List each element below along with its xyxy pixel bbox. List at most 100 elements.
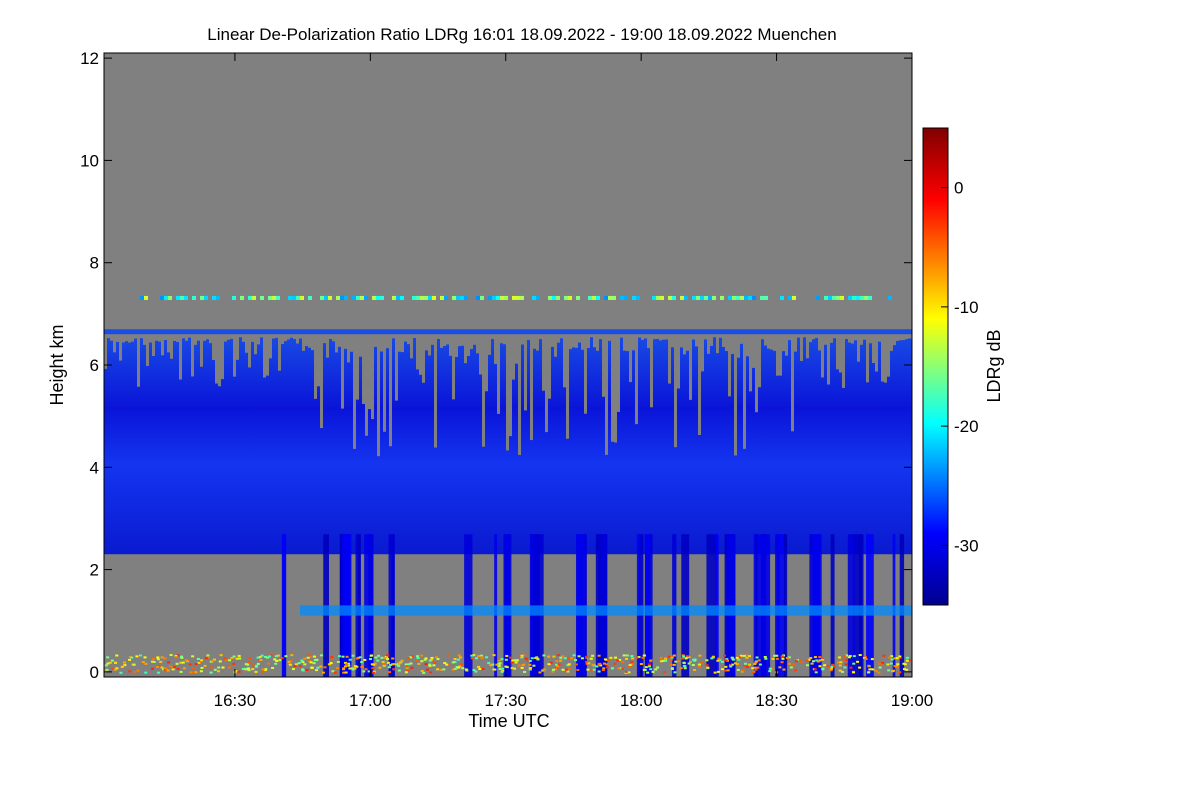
layer-top-gap	[215, 334, 218, 384]
aerosol-speckle	[179, 670, 183, 673]
aerosol-speckle	[816, 660, 820, 663]
aerosol-speckle	[278, 659, 282, 662]
layer-top-gap	[104, 334, 107, 369]
layer-top-gap	[617, 334, 620, 412]
aerosol-speckle	[520, 656, 524, 659]
aerosol-speckle	[189, 671, 193, 674]
aerosol-speckle	[423, 658, 427, 661]
aerosol-speckle	[289, 659, 293, 662]
aerosol-speckle	[737, 658, 741, 661]
layer-top-gap	[161, 334, 164, 356]
aerosol-speckle	[538, 671, 542, 674]
thin-layer-segment	[520, 295, 524, 300]
layer-top-gap	[143, 334, 146, 345]
layer-top-gap	[239, 334, 242, 338]
aerosol-speckle	[174, 654, 178, 657]
layer-top-gap	[425, 334, 428, 351]
aerosol-speckle	[679, 667, 683, 670]
layer-top-gap	[761, 334, 764, 340]
thin-layer-segment	[444, 295, 448, 300]
layer-top-gap	[884, 334, 887, 383]
aerosol-speckle	[141, 661, 145, 664]
aerosol-speckle	[123, 664, 127, 667]
aerosol-speckle	[573, 659, 577, 662]
aerosol-speckle	[261, 668, 265, 671]
aerosol-speckle	[848, 654, 852, 657]
aerosol-speckle	[768, 670, 772, 673]
layer-top-gap	[746, 334, 749, 357]
aerosol-speckle	[841, 670, 845, 673]
layer-top-gap	[257, 334, 260, 345]
aerosol-speckle	[303, 663, 307, 666]
aerosol-speckle	[144, 662, 148, 665]
layer-top-gap	[632, 334, 635, 351]
layer-top-gap	[491, 334, 494, 340]
layer-top-gap	[515, 334, 518, 364]
aerosol-speckle	[617, 667, 621, 670]
aerosol-speckle	[329, 662, 333, 665]
aerosol-speckle	[388, 671, 392, 674]
aerosol-speckle	[294, 663, 298, 666]
layer-top-gap	[692, 334, 695, 340]
aerosol-speckle	[386, 654, 390, 657]
aerosol-speckle	[691, 664, 695, 667]
aerosol-speckle	[852, 662, 856, 665]
aerosol-speckle	[905, 668, 909, 671]
layer-top-gap	[605, 334, 608, 455]
aerosol-speckle	[555, 660, 559, 663]
colorbar	[922, 127, 949, 606]
layer-top-gap	[473, 334, 476, 345]
aerosol-speckle	[591, 654, 595, 657]
aerosol-speckle	[319, 654, 323, 657]
aerosol-speckle	[881, 662, 885, 665]
thin-layer-segment	[344, 295, 348, 300]
thin-layer-segment	[356, 295, 360, 300]
thin-layer-segment	[780, 295, 784, 300]
layer-top-gap	[854, 334, 857, 341]
layer-top-gap	[554, 334, 557, 357]
layer-top-gap	[878, 334, 881, 342]
layer-top-gap	[752, 334, 755, 368]
aerosol-speckle	[246, 663, 250, 666]
thin-layer-segment	[864, 295, 868, 300]
layer-top-gap	[614, 334, 617, 443]
aerosol-speckle	[350, 667, 354, 670]
layer-top-gap	[236, 334, 239, 360]
y-tick-label: 6	[90, 356, 99, 375]
aerosol-speckle	[520, 666, 524, 669]
layer-top-gap	[248, 334, 251, 368]
aerosol-speckle	[721, 668, 725, 671]
aerosol-speckle	[602, 667, 606, 670]
aerosol-speckle	[613, 662, 617, 665]
aerosol-speckle	[879, 663, 883, 666]
aerosol-speckle	[345, 655, 349, 658]
aerosol-speckle	[898, 671, 902, 674]
aerosol-speckle	[275, 659, 279, 662]
aerosol-speckle	[661, 659, 665, 662]
aerosol-speckle	[174, 656, 178, 659]
aerosol-speckle	[376, 659, 380, 662]
low-band	[300, 605, 912, 616]
layer-top-gap	[494, 334, 497, 364]
layer-top-gap	[656, 334, 659, 339]
thin-layer-segment	[612, 295, 616, 300]
aerosol-speckle	[639, 662, 643, 665]
aerosol-speckle	[500, 670, 504, 673]
layer-top-gap	[812, 334, 815, 340]
aerosol-speckle	[221, 666, 225, 669]
aerosol-speckle	[528, 659, 532, 662]
layer-top-gap	[203, 334, 206, 341]
aerosol-speckle	[733, 662, 737, 665]
aerosol-speckle	[868, 668, 872, 671]
aerosol-speckle	[717, 657, 721, 660]
aerosol-speckle	[867, 671, 871, 674]
fall-streak	[282, 534, 287, 677]
aerosol-speckle	[724, 659, 728, 662]
aerosol-speckle	[745, 656, 749, 659]
thin-layer-segment	[624, 295, 628, 300]
aerosol-speckle	[605, 663, 609, 666]
aerosol-speckle	[135, 655, 139, 658]
aerosol-speckle	[513, 659, 517, 662]
aerosol-speckle	[470, 657, 474, 660]
thin-layer-segment	[324, 295, 328, 300]
